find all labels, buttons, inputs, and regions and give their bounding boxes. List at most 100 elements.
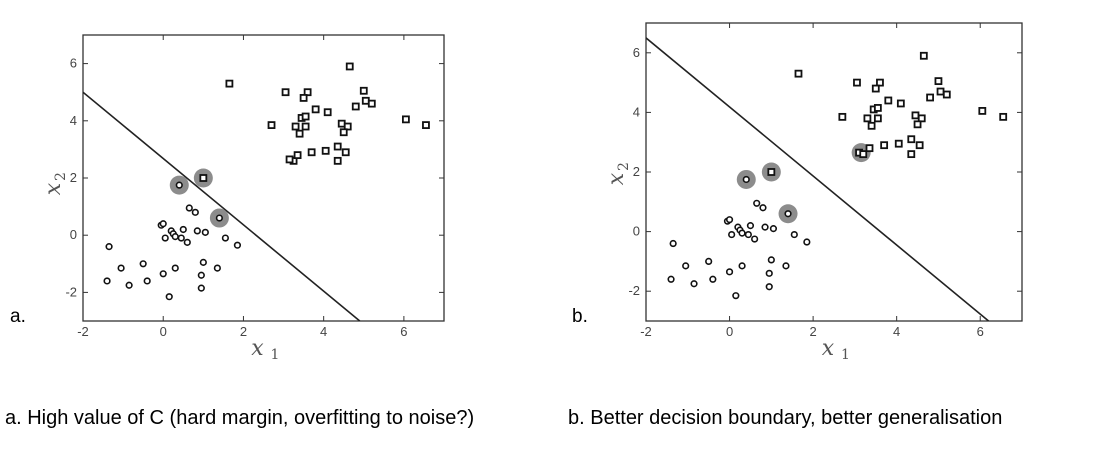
square-point (267, 121, 276, 129)
square-point (913, 120, 922, 129)
panel-a-letter: a. (10, 306, 26, 327)
circle-point (233, 241, 242, 249)
circle-point (782, 262, 790, 270)
square-point (291, 122, 300, 131)
circle-point (784, 210, 792, 218)
circle-point (705, 257, 713, 266)
square-point (880, 141, 889, 150)
square-point (873, 114, 882, 123)
circle-point (753, 199, 761, 207)
square-point (853, 78, 861, 87)
circle-point (738, 262, 746, 270)
square-point (307, 148, 316, 157)
square-point (838, 112, 847, 121)
square-point (345, 62, 354, 71)
y-tick-label: 2 (633, 164, 640, 179)
circle-point (667, 275, 675, 283)
square-point (865, 144, 874, 153)
x-tick-label: 2 (240, 324, 247, 339)
circle-point (221, 234, 229, 242)
circle-point (690, 280, 698, 288)
square-point (281, 88, 290, 97)
panel-b-letter: b. (572, 306, 588, 327)
y-tick-label: 2 (70, 170, 77, 185)
circle-point (105, 243, 113, 251)
square-point (767, 168, 776, 176)
circle-point (790, 230, 798, 239)
circle-point (682, 262, 690, 270)
panel-b-axes-frame (645, 22, 1023, 322)
circle-point (759, 204, 767, 212)
circle-point (751, 235, 759, 243)
circle-point (732, 292, 740, 300)
x-tick-label: 6 (977, 324, 984, 339)
square-point (917, 114, 926, 123)
circle-point (161, 234, 169, 242)
circle-point (767, 256, 775, 264)
square-point (199, 174, 208, 182)
circle-point (725, 216, 734, 224)
square-point (311, 105, 320, 114)
circle-point (199, 258, 207, 266)
square-point (339, 128, 348, 137)
square-point (873, 104, 882, 112)
circle-point (165, 293, 173, 301)
circle-point (201, 228, 209, 236)
x-tick-label: 6 (400, 324, 407, 339)
square-point (303, 88, 312, 97)
circle-point (765, 269, 773, 277)
square-point (907, 135, 916, 144)
circle-point (725, 268, 734, 276)
circle-point (177, 234, 185, 242)
y-axis-label: x (604, 172, 629, 185)
circle-point (159, 220, 167, 228)
square-point (867, 121, 876, 130)
square-point (301, 112, 310, 121)
square-point (359, 86, 368, 95)
x-tick-label: 2 (809, 324, 816, 339)
square-point (911, 111, 920, 120)
y-tick-label: 4 (70, 113, 77, 128)
panel-b-decision-boundary (646, 37, 990, 321)
square-point (361, 96, 370, 105)
x-axis-label: x (251, 336, 264, 361)
circle-point (183, 238, 191, 246)
square-point (934, 77, 943, 86)
panel-a-axes-frame (82, 34, 445, 322)
y-tick-label: 6 (70, 56, 77, 71)
y-axis-label-group: x2 (41, 172, 69, 195)
circle-point (159, 270, 167, 278)
circle-point (191, 208, 199, 216)
circle-point (171, 264, 179, 272)
x-tick-label: 4 (893, 324, 900, 339)
y-axis-label: x (41, 182, 66, 195)
circle-point (185, 204, 193, 212)
circle-point (139, 260, 147, 268)
square-point (926, 93, 934, 102)
circle-point (179, 225, 187, 234)
square-point (942, 90, 951, 99)
circle-point (171, 233, 179, 241)
square-point (333, 156, 342, 165)
square-point (333, 142, 342, 151)
circle-point (742, 175, 750, 184)
circle-point (709, 275, 717, 283)
square-point (884, 96, 893, 105)
circle-point (728, 230, 736, 239)
x-tick-label: 0 (726, 324, 733, 339)
y-tick-label: 4 (633, 104, 640, 119)
circle-point (765, 283, 773, 291)
circle-point (744, 230, 752, 239)
square-point (351, 102, 360, 111)
square-point (422, 121, 430, 129)
square-point (907, 150, 916, 159)
square-point (401, 115, 410, 124)
circle-point (803, 238, 811, 246)
square-point (285, 155, 294, 164)
circle-point (769, 225, 778, 233)
y-axis-label-group: x2 (604, 162, 632, 185)
panel-a-decision-boundary (83, 91, 361, 321)
x-tick-label: -2 (640, 324, 652, 339)
square-point (936, 87, 945, 96)
